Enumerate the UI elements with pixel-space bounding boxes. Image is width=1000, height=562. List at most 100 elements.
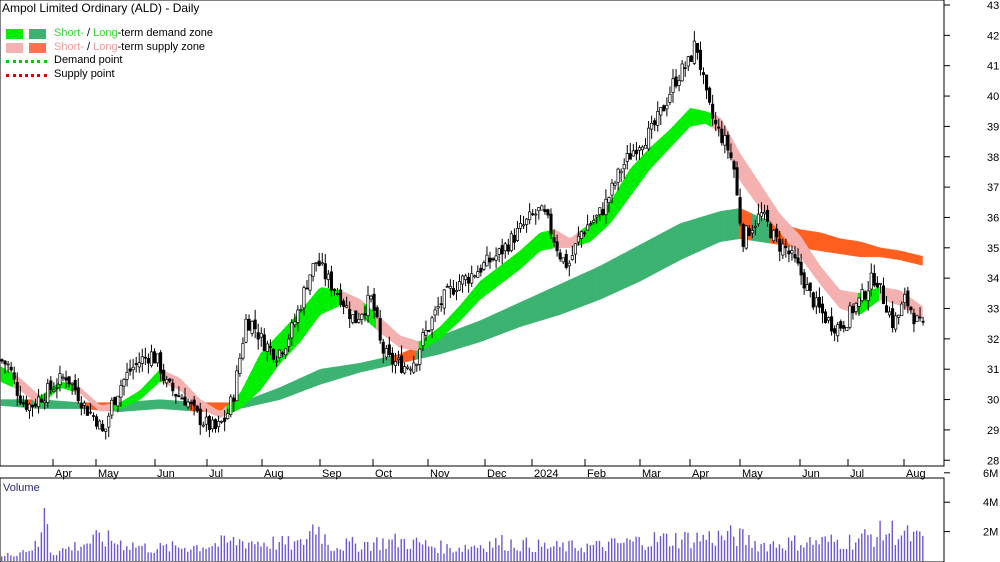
short_term-zone-segment	[641, 152, 646, 182]
volume-bar	[86, 543, 88, 561]
date-axis: Apr May Jun Jul Aug Sep Oct Nov Dec 2024 Feb Mar Apr…	[52, 459, 926, 480]
volume-bar	[617, 543, 619, 561]
candle-body	[345, 305, 349, 308]
candle-body	[790, 250, 794, 254]
volume-bar	[165, 544, 168, 561]
volume-bar	[193, 546, 195, 561]
candle-body	[820, 303, 825, 314]
candle-body	[149, 351, 154, 367]
candle-body	[601, 209, 605, 215]
volume-bar	[815, 540, 817, 561]
candle-body	[619, 170, 623, 174]
volume-bar	[367, 541, 369, 561]
volume-bar	[556, 541, 558, 561]
candle-body	[76, 387, 80, 402]
volume-bar	[199, 551, 201, 561]
volume-bar	[394, 533, 396, 561]
volume-bar	[723, 540, 726, 561]
volume-bar	[116, 544, 119, 561]
candle-body	[238, 357, 242, 374]
candle-body	[830, 316, 834, 332]
volume-bar	[370, 550, 372, 561]
supply-point-swatch	[6, 73, 47, 77]
legend-sep: /	[83, 40, 94, 53]
volume-bar	[867, 535, 869, 561]
candle-body	[869, 272, 873, 290]
volume-bar	[241, 541, 244, 561]
volume-bar	[894, 545, 897, 561]
volume-bar	[757, 551, 759, 561]
candle-body	[442, 289, 446, 309]
volume-bar	[546, 548, 549, 561]
candle-body	[704, 74, 709, 91]
volume-bar	[623, 542, 625, 561]
legend-sep: /	[83, 27, 94, 39]
candle-body	[52, 389, 56, 392]
volume-bar	[784, 550, 787, 561]
candle-body	[817, 296, 821, 308]
candle-body	[46, 383, 50, 403]
volume-bar	[775, 547, 778, 561]
candle-body	[207, 416, 211, 430]
volume-bar	[510, 539, 512, 561]
volume-bar	[52, 555, 55, 561]
volume-bar	[177, 547, 180, 561]
volume-bar	[46, 524, 49, 561]
long_term-zone-segment	[918, 255, 923, 266]
volume-bar	[684, 531, 686, 561]
volume-bar	[781, 548, 784, 561]
volume-bar	[751, 547, 753, 561]
volume-bar	[580, 547, 582, 561]
volume-tick-label: 2M	[983, 527, 998, 539]
volume-bar	[516, 550, 518, 561]
candle-body	[503, 243, 507, 252]
volume-bar	[275, 549, 277, 561]
price-tick-label: 32	[987, 334, 999, 346]
volume-bar	[659, 536, 662, 561]
candle-body	[73, 379, 77, 391]
candle-body	[891, 308, 895, 329]
candle-body	[436, 306, 440, 309]
candle-body	[323, 263, 327, 280]
candle-body	[476, 271, 480, 278]
candle-body	[897, 314, 901, 318]
volume-bar	[129, 549, 131, 561]
candle-body	[244, 318, 248, 343]
candle-body	[689, 55, 693, 62]
volume-bar	[601, 547, 604, 561]
volume-bar	[699, 541, 701, 561]
candlesticks	[0, 31, 925, 440]
short_term-zone-segment	[665, 129, 670, 153]
candle-body	[607, 197, 611, 203]
volume-bar	[16, 555, 18, 561]
short_term-zone-segment	[461, 299, 466, 320]
candle-body	[33, 403, 38, 407]
price-tick-label: 42	[987, 30, 999, 42]
candle-body	[485, 254, 489, 267]
volume-bar	[373, 542, 375, 561]
volume-bar	[742, 529, 744, 561]
volume-bar	[254, 544, 256, 561]
volume-bar	[534, 551, 537, 561]
volume-bar	[586, 543, 588, 561]
candle-body	[906, 290, 910, 307]
short_term-zone-segment	[452, 309, 457, 328]
short_term-zone-segment	[653, 141, 658, 166]
volume-bar	[629, 539, 631, 561]
candle-body	[226, 413, 230, 420]
volume-bar	[812, 544, 814, 561]
volume-bar	[794, 535, 796, 561]
candle-body	[808, 282, 812, 291]
candle-body	[363, 313, 367, 316]
legend-supply-zone: Short- / Long-term supply zone	[6, 41, 213, 55]
candle-body	[308, 274, 312, 291]
legend-demand-point: Demand point	[6, 54, 213, 68]
volume-bar	[1, 556, 3, 561]
candle-body	[912, 312, 916, 325]
demand-point-swatch	[6, 60, 47, 63]
volume-bar	[851, 549, 854, 561]
short_term-zone-segment	[238, 389, 243, 410]
volume-bar	[583, 552, 585, 561]
candle-body	[631, 150, 635, 157]
volume-bar	[336, 548, 338, 561]
